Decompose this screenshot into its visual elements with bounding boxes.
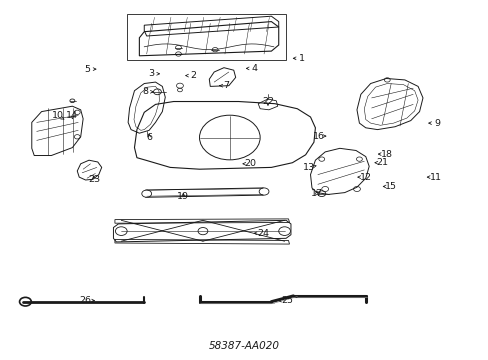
Text: 26: 26 [80, 296, 91, 305]
Text: 2: 2 [190, 71, 196, 80]
Text: 16: 16 [312, 132, 324, 141]
Text: 58387-AA020: 58387-AA020 [208, 341, 280, 351]
Text: 23: 23 [88, 175, 100, 184]
Text: 21: 21 [376, 158, 387, 167]
Circle shape [115, 227, 127, 235]
Text: 20: 20 [244, 159, 256, 168]
Text: 17: 17 [310, 189, 322, 198]
Circle shape [142, 190, 151, 197]
Text: 12: 12 [359, 173, 371, 182]
Text: 5: 5 [84, 65, 90, 74]
Text: 3: 3 [148, 69, 154, 78]
Text: 22: 22 [262, 97, 273, 106]
Text: 6: 6 [146, 133, 152, 142]
Bar [127, 14, 285, 60]
Text: 19: 19 [177, 192, 189, 201]
Text: 13: 13 [303, 163, 314, 172]
Text: 11: 11 [429, 173, 441, 182]
Text: 24: 24 [257, 229, 268, 238]
Text: 9: 9 [434, 119, 440, 128]
Text: 10: 10 [52, 111, 63, 120]
Circle shape [198, 228, 207, 235]
Text: 15: 15 [385, 182, 396, 191]
Text: 18: 18 [381, 150, 392, 159]
Text: 1: 1 [299, 54, 305, 63]
Text: 14: 14 [66, 111, 78, 120]
Circle shape [259, 188, 268, 195]
Text: 25: 25 [281, 296, 293, 305]
Text: 7: 7 [223, 81, 228, 90]
Circle shape [278, 227, 290, 235]
Text: 8: 8 [142, 87, 148, 96]
Text: 4: 4 [251, 64, 257, 73]
